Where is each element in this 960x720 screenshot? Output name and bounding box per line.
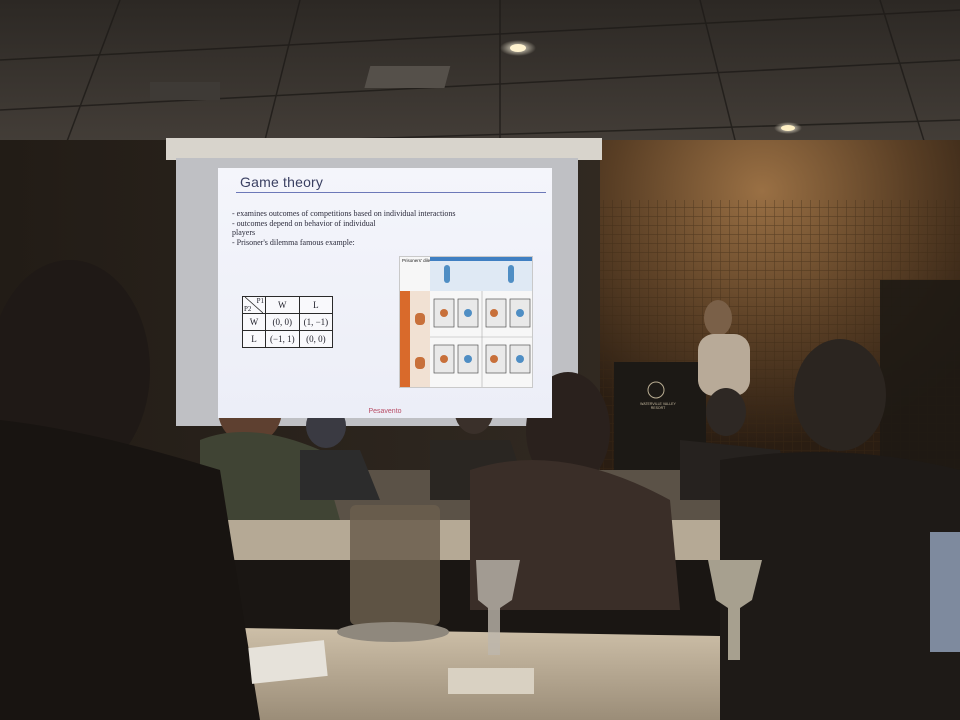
payoff-player1-label: P1: [256, 297, 264, 305]
payoff-cell: (0, 0): [265, 313, 300, 331]
pd-illustration-label: Prisoners' dilemma: [402, 258, 441, 263]
payoff-corner-cell: P1 P2: [242, 296, 266, 314]
diagonal-divider: [245, 297, 263, 313]
payoff-cell: (−1, 1): [265, 330, 300, 348]
payoff-header-row: P1 P2 W L: [242, 296, 334, 314]
slide-bullet: - examines outcomes of competitions base…: [232, 209, 456, 218]
payoff-player2-label: P2: [244, 305, 252, 313]
projected-slide: Game theory - examines outcomes of compe…: [218, 168, 552, 418]
slide-bullet: - outcomes depend on behavior of individ…: [232, 218, 376, 228]
slide-bullet: - Prisoner's dilemma famous example:: [232, 237, 355, 247]
podium-logo-text: WATERVILLE VALLEY RESORT: [640, 402, 676, 410]
prisoners-dilemma-illustration: Prisoners' dilemma: [399, 256, 533, 388]
slide-title: Game theory: [240, 174, 324, 190]
payoff-row-header: W: [242, 313, 266, 331]
payoff-column-header: L: [298, 296, 334, 314]
prisoner-figures-icon: [400, 257, 532, 387]
slide-title-underline: [236, 192, 546, 193]
payoff-column-header: W: [265, 296, 300, 314]
slide-footer-author: Pesavento: [368, 408, 402, 415]
payoff-cell: (0, 0): [298, 330, 334, 348]
slide-bullet-list: - examines outcomes of competitions base…: [232, 209, 552, 247]
payoff-row: W (0, 0) (1, −1): [242, 313, 334, 331]
payoff-matrix: P1 P2 W L W (0, 0) (1, −1) L (−1, 1) (0,…: [242, 296, 334, 348]
slide-bullet: players: [232, 228, 256, 237]
payoff-row: L (−1, 1) (0, 0): [242, 330, 334, 348]
payoff-row-header: L: [242, 330, 266, 348]
payoff-cell: (1, −1): [298, 313, 334, 331]
